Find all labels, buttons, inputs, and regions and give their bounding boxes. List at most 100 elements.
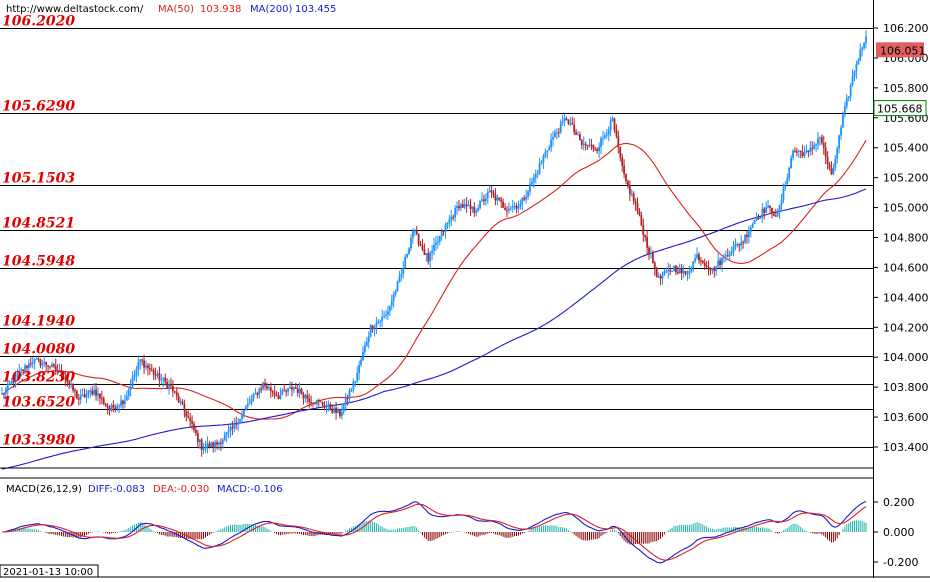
current-price-tag: 106.051	[876, 42, 926, 58]
candle-body	[168, 384, 170, 388]
candle-body	[613, 118, 616, 130]
candle-body	[398, 276, 401, 282]
candle-body	[767, 205, 769, 208]
candle-body	[298, 388, 301, 393]
candle-body	[154, 374, 157, 376]
candle-body	[129, 386, 132, 391]
candle-body	[845, 98, 848, 107]
candle-body	[179, 401, 182, 403]
candle-body	[582, 143, 585, 145]
candle-body	[483, 199, 485, 202]
candle-body	[557, 132, 560, 134]
candle-body	[396, 281, 399, 292]
candle-body	[694, 258, 697, 262]
candle-body	[410, 238, 412, 249]
candle-body	[840, 127, 842, 136]
macd-title: MACD(26,12,9)	[6, 484, 82, 495]
candle-body	[473, 206, 476, 213]
candle-body	[106, 405, 109, 408]
candle-body	[567, 119, 570, 124]
candle-body	[490, 190, 493, 194]
candle-body	[291, 387, 293, 390]
candle-body	[337, 409, 339, 413]
candle-body	[340, 411, 343, 417]
candle-body	[819, 137, 821, 139]
candle-body	[342, 404, 345, 412]
candle-body	[486, 192, 489, 199]
candle-body	[603, 135, 606, 138]
candle-body	[408, 248, 410, 255]
candle-body	[20, 369, 23, 371]
candle-body	[592, 144, 595, 149]
candle-body	[546, 150, 549, 153]
candle-body	[170, 384, 172, 387]
candle-body	[208, 443, 211, 447]
candle-body	[89, 390, 92, 392]
candle-body	[440, 230, 443, 237]
candle-body	[26, 365, 28, 369]
candle-body	[807, 150, 810, 152]
candle-body	[721, 257, 723, 265]
candle-body	[200, 439, 203, 451]
candle-body	[663, 271, 666, 276]
candle-body	[834, 158, 837, 168]
candle-body	[559, 122, 562, 133]
candle-body	[56, 370, 59, 372]
candle-body	[659, 276, 662, 279]
candle-body	[97, 393, 99, 396]
candle-body	[29, 363, 32, 365]
candle-body	[419, 244, 422, 246]
candle-body	[540, 162, 543, 164]
candle-body	[617, 136, 620, 148]
candle-body	[667, 269, 670, 272]
candle-body	[22, 369, 25, 371]
candle-body	[193, 423, 195, 430]
candle-body	[258, 388, 261, 395]
candle-body	[148, 368, 151, 370]
candle-body	[206, 443, 209, 447]
price-tick-label: 104.200	[883, 321, 929, 334]
candle-body	[634, 201, 637, 204]
candle-body	[820, 137, 823, 143]
candle-body	[467, 204, 470, 206]
candle-body	[454, 207, 457, 218]
candle-body	[521, 197, 524, 204]
candle-body	[229, 427, 232, 431]
candle-body	[509, 207, 512, 209]
price-tick-label: 104.600	[883, 261, 929, 274]
candle-body	[765, 207, 768, 213]
candle-body	[594, 148, 597, 150]
candle-body	[822, 142, 825, 148]
candle-body	[671, 271, 673, 273]
candle-body	[118, 405, 121, 407]
candle-body	[267, 387, 270, 389]
candle-body	[471, 206, 474, 209]
candle-body	[657, 276, 660, 278]
candle-body	[751, 223, 754, 228]
candle-body	[52, 364, 55, 366]
candle-body	[797, 150, 800, 152]
macd-panel	[2, 500, 867, 564]
candle-body	[786, 177, 789, 185]
candle-body	[513, 205, 516, 207]
candle-body	[375, 322, 378, 328]
candle-body	[792, 150, 794, 158]
candle-body	[93, 389, 96, 395]
candle-body	[699, 260, 702, 262]
candle-body	[91, 390, 94, 395]
candle-body	[621, 157, 624, 166]
candle-body	[175, 391, 178, 396]
candle-body	[223, 434, 226, 440]
candle-body	[312, 402, 314, 404]
candle-body	[185, 410, 188, 417]
candle-body	[569, 123, 572, 125]
candle-body	[225, 432, 228, 435]
candle-body	[12, 381, 15, 383]
candle-body	[427, 253, 430, 262]
candle-body	[39, 359, 42, 366]
candle-body	[709, 269, 712, 271]
candle-body	[250, 398, 253, 403]
candle-body	[77, 398, 80, 400]
candle-body	[131, 377, 134, 387]
candle-body	[346, 397, 349, 399]
